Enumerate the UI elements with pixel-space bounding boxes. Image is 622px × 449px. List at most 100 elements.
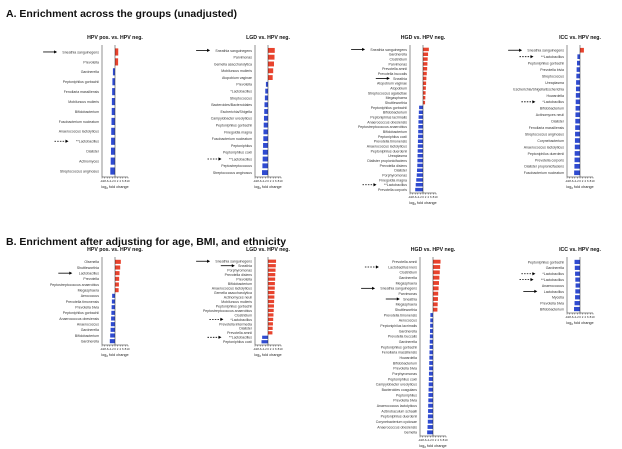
bar-prevotella-timonensis [417, 139, 423, 143]
category-label: Peptoniphilus coxii [388, 377, 417, 381]
category-label: Gardnerella [389, 53, 407, 57]
category-label: Fusobacterium nucleatum [524, 171, 564, 175]
x-tick-label: -4 [109, 179, 112, 183]
x-tick-label: -2 [111, 347, 114, 351]
x-tick-label: 10 [126, 179, 130, 183]
x-tick-label: 2 [270, 179, 272, 183]
bar-sneathia-sanguinegens [268, 47, 275, 53]
category-label: Prevotella amnii [392, 260, 417, 264]
bar-peptoniphilus-duerdenii [427, 414, 433, 419]
category-label: Prevotella buccalis [388, 335, 417, 339]
x-tick-label: -2 [111, 179, 114, 183]
category-label: Peptoniphilus gorbachii [381, 345, 417, 349]
x-tick-label: 4 [584, 315, 586, 319]
x-tick-label: -6 [106, 179, 109, 183]
bar-gardnerella [430, 329, 433, 333]
category-label: Gardnerella [81, 70, 99, 74]
bar-prevotella-timonensis [111, 299, 115, 304]
category-label: Peptoniphilus coxii [223, 340, 252, 344]
x-tick-label: 6 [122, 179, 124, 183]
bar-gardnerella [574, 265, 580, 270]
bar-parvimonas [268, 54, 275, 60]
x-tick-label: 0 [267, 347, 269, 351]
bar-sneathia-sanguinegens [423, 47, 429, 52]
category-label: Actinomyces [79, 160, 99, 164]
bar-lactobacillus [575, 289, 580, 294]
x-tick-label: -10 [100, 179, 105, 183]
x-tick-label: 0 [422, 195, 424, 199]
x-tick-label: 10 [279, 179, 283, 183]
category-label: Peptoniphilus duerdenii [371, 149, 408, 153]
bar-sneathia [423, 76, 427, 81]
category-label: Peptostreptococcus anaerobius [50, 283, 99, 287]
bar-mobiluncus-mulieris [268, 68, 274, 74]
category-label: Dialister [394, 169, 407, 173]
bar-clostridium [433, 270, 440, 275]
bar-peptostreptococcus [262, 163, 268, 169]
arrowhead-icon [69, 271, 73, 275]
bar-shuttleworthia [433, 307, 438, 312]
category-label: Streptococcus anginosus [213, 171, 252, 175]
bar-dialister [268, 326, 273, 330]
bar-escherichia-shigella [264, 109, 268, 114]
bar-prevotella-bivia [111, 305, 115, 310]
bar-shuttleworthia [423, 100, 426, 105]
category-label: Fenollaria massiliensis [529, 126, 564, 130]
x-axis-label: log2 fold change [409, 201, 436, 206]
arrowhead-icon [530, 278, 534, 282]
bar-aerococcus [112, 293, 115, 298]
category-label: Sneathia sanguinegens [380, 287, 417, 291]
x-tick-label: -8 [411, 195, 414, 199]
category-label: Fusobacterium nucleatum [59, 120, 99, 124]
x-tick-label: -2 [429, 438, 432, 442]
chart-title: HGD vs. HPV neg. [411, 247, 456, 253]
category-label: Gardnerella [81, 328, 99, 332]
bar-ureaplasma [417, 154, 423, 158]
x-tick-label: 2 [270, 347, 272, 351]
category-label: Anaerococcus obesiensis [377, 425, 417, 429]
arrowhead-icon [375, 265, 379, 269]
chart-panel-8: ICC vs. HPV neg. Peptoniphilus gorbachii G… [519, 247, 601, 326]
category-label: Peptoniphilus coxii [378, 135, 407, 139]
x-tick-label: 6 [587, 315, 589, 319]
category-label: Atopobium [390, 86, 407, 90]
x-tick-label: -2 [419, 195, 422, 199]
category-label: Porphyromonas [382, 173, 407, 177]
bar-mobiluncus-mulieris [111, 98, 115, 106]
bar-bifidobacterium [111, 107, 115, 116]
bar-anaerococcus-obesiensis [427, 425, 433, 429]
arrowhead-icon [362, 47, 366, 52]
bar-streptococcus [576, 73, 580, 79]
x-tick-label: -10 [565, 315, 570, 319]
bar-actinomyces-neuii [268, 295, 275, 299]
x-tick-label: -6 [259, 347, 262, 351]
x-tick-label: 4 [272, 347, 274, 351]
category-label: Megasphaera [396, 303, 417, 307]
category-label: Prevotella timonensis [384, 313, 418, 317]
x-tick-label: 0 [432, 438, 434, 442]
x-tick-label: 8 [590, 179, 592, 183]
bar-campylobacter-ureolyticus [263, 115, 268, 121]
bar-prevotella-timonensis [430, 313, 433, 317]
x-tick-label: 0 [579, 179, 581, 183]
category-label: Gemella [404, 431, 417, 435]
bar-porphyromonas [268, 268, 276, 272]
category-label: Sneathia sanguinegens [62, 50, 99, 54]
bar-lactobacillus [415, 183, 423, 187]
bar-bacteroides-bacteroidales [264, 102, 268, 108]
bar-anaerococcus-lactolyticus [428, 403, 433, 408]
bar-peptoniphilus-coxii [418, 134, 423, 139]
category-label: Sneathia [403, 297, 417, 301]
category-label: Corynebacterium [537, 139, 564, 143]
arrowhead-icon [519, 48, 523, 52]
category-label: Campylobacter ureolyticus [376, 383, 417, 387]
arrowhead-icon [530, 55, 534, 59]
arrowhead-icon [218, 157, 222, 161]
bar-fusobacterium-nucleatum [574, 170, 580, 176]
category-label: Sneathia [393, 77, 407, 81]
category-label: Actinomyces neuii [536, 113, 564, 117]
x-tick-label: 2 [435, 438, 437, 442]
category-label: Gardnerella [81, 340, 99, 344]
x-tick-label: 6 [275, 179, 277, 183]
bar-howardella [575, 93, 580, 98]
